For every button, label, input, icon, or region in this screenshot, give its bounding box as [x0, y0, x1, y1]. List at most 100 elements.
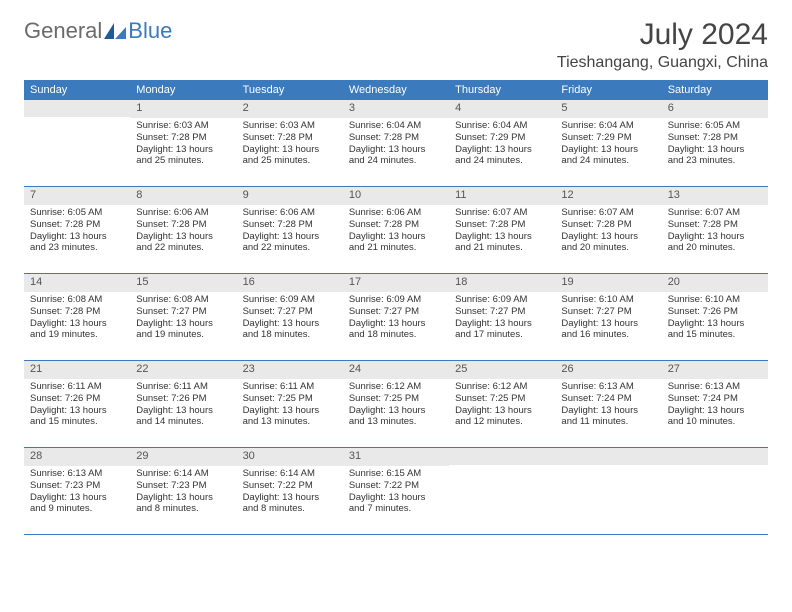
- day-cell: 31Sunrise: 6:15 AMSunset: 7:22 PMDayligh…: [343, 448, 449, 534]
- day-body: Sunrise: 6:03 AMSunset: 7:28 PMDaylight:…: [237, 118, 343, 172]
- day-body: Sunrise: 6:14 AMSunset: 7:22 PMDaylight:…: [237, 466, 343, 520]
- sunrise-text: Sunrise: 6:07 AM: [668, 207, 762, 219]
- day-number: 18: [449, 274, 555, 292]
- day-number: 7: [24, 187, 130, 205]
- day-cell: [555, 448, 661, 534]
- day-cell: 16Sunrise: 6:09 AMSunset: 7:27 PMDayligh…: [237, 274, 343, 360]
- day-number: 22: [130, 361, 236, 379]
- sunrise-text: Sunrise: 6:12 AM: [349, 381, 443, 393]
- daylight-text: Daylight: 13 hours and 20 minutes.: [668, 231, 762, 255]
- daylight-text: Daylight: 13 hours and 20 minutes.: [561, 231, 655, 255]
- day-body: Sunrise: 6:03 AMSunset: 7:28 PMDaylight:…: [130, 118, 236, 172]
- day-cell: 9Sunrise: 6:06 AMSunset: 7:28 PMDaylight…: [237, 187, 343, 273]
- daylight-text: Daylight: 13 hours and 8 minutes.: [243, 492, 337, 516]
- brand-part2: Blue: [128, 18, 172, 44]
- day-number: 9: [237, 187, 343, 205]
- day-body: Sunrise: 6:14 AMSunset: 7:23 PMDaylight:…: [130, 466, 236, 520]
- day-number: 8: [130, 187, 236, 205]
- day-number: 4: [449, 100, 555, 118]
- sunrise-text: Sunrise: 6:09 AM: [243, 294, 337, 306]
- day-cell: 6Sunrise: 6:05 AMSunset: 7:28 PMDaylight…: [662, 100, 768, 186]
- day-number: 17: [343, 274, 449, 292]
- sunrise-text: Sunrise: 6:10 AM: [668, 294, 762, 306]
- header: General Blue July 2024 Tieshangang, Guan…: [24, 18, 768, 72]
- day-cell: 20Sunrise: 6:10 AMSunset: 7:26 PMDayligh…: [662, 274, 768, 360]
- sunset-text: Sunset: 7:29 PM: [561, 132, 655, 144]
- day-cell: 5Sunrise: 6:04 AMSunset: 7:29 PMDaylight…: [555, 100, 661, 186]
- day-cell: 3Sunrise: 6:04 AMSunset: 7:28 PMDaylight…: [343, 100, 449, 186]
- daylight-text: Daylight: 13 hours and 17 minutes.: [455, 318, 549, 342]
- day-cell: 4Sunrise: 6:04 AMSunset: 7:29 PMDaylight…: [449, 100, 555, 186]
- day-cell: 30Sunrise: 6:14 AMSunset: 7:22 PMDayligh…: [237, 448, 343, 534]
- sunset-text: Sunset: 7:28 PM: [136, 219, 230, 231]
- sunrise-text: Sunrise: 6:11 AM: [136, 381, 230, 393]
- week-row: 14Sunrise: 6:08 AMSunset: 7:28 PMDayligh…: [24, 274, 768, 361]
- day-of-week-cell: Friday: [555, 80, 661, 100]
- week-row: 1Sunrise: 6:03 AMSunset: 7:28 PMDaylight…: [24, 100, 768, 187]
- day-cell: 14Sunrise: 6:08 AMSunset: 7:28 PMDayligh…: [24, 274, 130, 360]
- day-number: 25: [449, 361, 555, 379]
- sunset-text: Sunset: 7:27 PM: [455, 306, 549, 318]
- daylight-text: Daylight: 13 hours and 11 minutes.: [561, 405, 655, 429]
- day-body: Sunrise: 6:13 AMSunset: 7:24 PMDaylight:…: [662, 379, 768, 433]
- day-number: 21: [24, 361, 130, 379]
- day-cell: 11Sunrise: 6:07 AMSunset: 7:28 PMDayligh…: [449, 187, 555, 273]
- day-cell: [662, 448, 768, 534]
- week-row: 28Sunrise: 6:13 AMSunset: 7:23 PMDayligh…: [24, 448, 768, 535]
- day-body: Sunrise: 6:04 AMSunset: 7:29 PMDaylight:…: [449, 118, 555, 172]
- day-number: 3: [343, 100, 449, 118]
- sail-icon: [104, 23, 126, 39]
- sunset-text: Sunset: 7:25 PM: [455, 393, 549, 405]
- month-title: July 2024: [557, 18, 768, 52]
- day-number: 27: [662, 361, 768, 379]
- header-right: July 2024 Tieshangang, Guangxi, China: [557, 18, 768, 72]
- daylight-text: Daylight: 13 hours and 10 minutes.: [668, 405, 762, 429]
- sunrise-text: Sunrise: 6:06 AM: [243, 207, 337, 219]
- daylight-text: Daylight: 13 hours and 12 minutes.: [455, 405, 549, 429]
- day-number: 15: [130, 274, 236, 292]
- daylight-text: Daylight: 13 hours and 18 minutes.: [243, 318, 337, 342]
- day-body: Sunrise: 6:15 AMSunset: 7:22 PMDaylight:…: [343, 466, 449, 520]
- day-number: 11: [449, 187, 555, 205]
- daylight-text: Daylight: 13 hours and 7 minutes.: [349, 492, 443, 516]
- daylight-text: Daylight: 13 hours and 19 minutes.: [30, 318, 124, 342]
- daylight-text: Daylight: 13 hours and 15 minutes.: [30, 405, 124, 429]
- day-number: 14: [24, 274, 130, 292]
- location: Tieshangang, Guangxi, China: [557, 54, 768, 72]
- day-cell: 17Sunrise: 6:09 AMSunset: 7:27 PMDayligh…: [343, 274, 449, 360]
- day-cell: 21Sunrise: 6:11 AMSunset: 7:26 PMDayligh…: [24, 361, 130, 447]
- day-body: Sunrise: 6:06 AMSunset: 7:28 PMDaylight:…: [130, 205, 236, 259]
- sunset-text: Sunset: 7:24 PM: [668, 393, 762, 405]
- day-number: 26: [555, 361, 661, 379]
- day-cell: 18Sunrise: 6:09 AMSunset: 7:27 PMDayligh…: [449, 274, 555, 360]
- day-number: 5: [555, 100, 661, 118]
- day-cell: 13Sunrise: 6:07 AMSunset: 7:28 PMDayligh…: [662, 187, 768, 273]
- brand-part1: General: [24, 18, 102, 44]
- day-of-week-cell: Wednesday: [343, 80, 449, 100]
- sunset-text: Sunset: 7:28 PM: [668, 132, 762, 144]
- day-number: 28: [24, 448, 130, 466]
- day-cell: 26Sunrise: 6:13 AMSunset: 7:24 PMDayligh…: [555, 361, 661, 447]
- day-body: Sunrise: 6:11 AMSunset: 7:26 PMDaylight:…: [24, 379, 130, 433]
- sunrise-text: Sunrise: 6:05 AM: [30, 207, 124, 219]
- sunset-text: Sunset: 7:26 PM: [136, 393, 230, 405]
- day-number: [449, 448, 555, 465]
- day-number: 20: [662, 274, 768, 292]
- sunset-text: Sunset: 7:24 PM: [561, 393, 655, 405]
- daylight-text: Daylight: 13 hours and 13 minutes.: [243, 405, 337, 429]
- daylight-text: Daylight: 13 hours and 15 minutes.: [668, 318, 762, 342]
- daylight-text: Daylight: 13 hours and 21 minutes.: [349, 231, 443, 255]
- sunrise-text: Sunrise: 6:04 AM: [349, 120, 443, 132]
- week-row: 21Sunrise: 6:11 AMSunset: 7:26 PMDayligh…: [24, 361, 768, 448]
- day-body: Sunrise: 6:13 AMSunset: 7:23 PMDaylight:…: [24, 466, 130, 520]
- week-row: 7Sunrise: 6:05 AMSunset: 7:28 PMDaylight…: [24, 187, 768, 274]
- sunset-text: Sunset: 7:28 PM: [243, 132, 337, 144]
- day-body: Sunrise: 6:07 AMSunset: 7:28 PMDaylight:…: [662, 205, 768, 259]
- day-cell: 7Sunrise: 6:05 AMSunset: 7:28 PMDaylight…: [24, 187, 130, 273]
- sunset-text: Sunset: 7:28 PM: [455, 219, 549, 231]
- day-number: 19: [555, 274, 661, 292]
- sunrise-text: Sunrise: 6:14 AM: [243, 468, 337, 480]
- sunset-text: Sunset: 7:28 PM: [561, 219, 655, 231]
- sunset-text: Sunset: 7:23 PM: [136, 480, 230, 492]
- sunrise-text: Sunrise: 6:14 AM: [136, 468, 230, 480]
